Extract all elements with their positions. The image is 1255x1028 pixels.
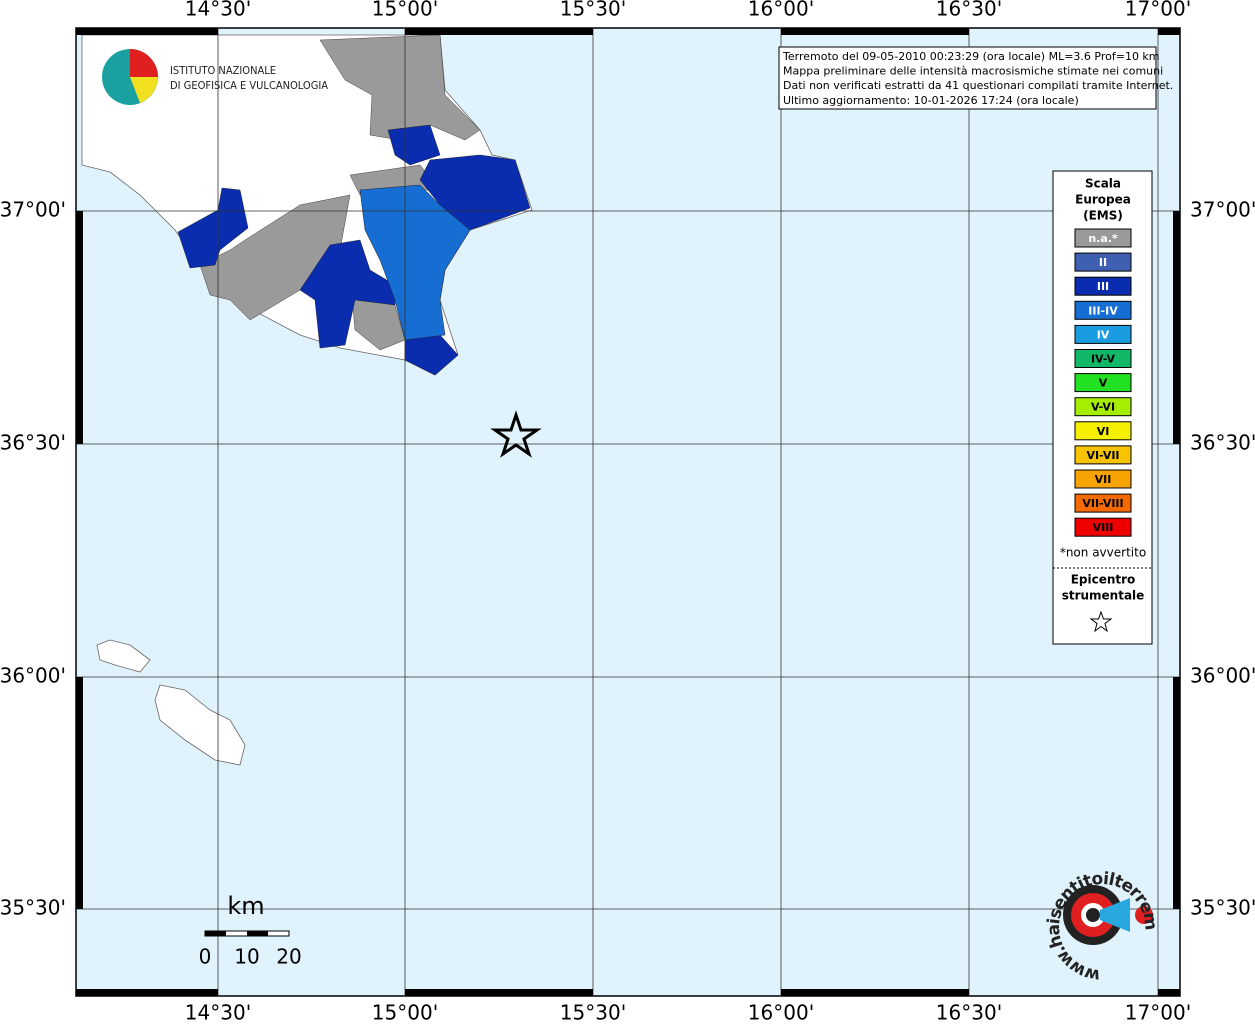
info-line: Dati non verificati estratti da 41 quest… xyxy=(783,79,1173,92)
lon-label: 15°00' xyxy=(372,1001,438,1025)
area-iii xyxy=(177,124,531,376)
legend-label: n.a.* xyxy=(1088,232,1118,245)
legend-label: III-IV xyxy=(1088,304,1118,317)
legend-label: V-VI xyxy=(1091,401,1115,414)
area-iii-iv xyxy=(359,184,471,341)
lon-label: 17°00' xyxy=(1125,0,1191,21)
legend-label: III xyxy=(1097,280,1109,293)
frame-bar xyxy=(76,211,83,444)
info-line: Terremoto del 09-05-2010 00:23:29 (ora l… xyxy=(782,50,1160,63)
frame-bar xyxy=(76,989,218,996)
scale-label: 10 xyxy=(234,945,259,969)
lat-label: 36°30' xyxy=(1190,431,1255,455)
lon-label: 14°30' xyxy=(185,1001,251,1025)
legend-swatch xyxy=(1074,252,1132,272)
legend-label: VIII xyxy=(1093,521,1114,534)
lat-label: 35°30' xyxy=(1190,896,1255,920)
lat-label: 36°00' xyxy=(0,664,66,688)
lon-label: 16°00' xyxy=(748,1001,814,1025)
legend-label: VI xyxy=(1097,425,1110,438)
scale-seg xyxy=(247,931,268,936)
legend-swatch xyxy=(1074,493,1132,513)
scale-label: 20 xyxy=(276,945,301,969)
frame-bar xyxy=(405,989,593,996)
legend-label: IV-V xyxy=(1091,353,1116,366)
legend-swatch xyxy=(1074,517,1132,537)
legend-label: VI-VII xyxy=(1086,449,1119,462)
frame-bar xyxy=(781,28,969,35)
legend-note: *non avvertito xyxy=(1060,546,1146,560)
legend-label: VII-VIII xyxy=(1082,497,1123,510)
info-text: Terremoto del 09-05-2010 00:23:29 (ora l… xyxy=(782,50,1173,107)
legend-swatch xyxy=(1074,228,1132,248)
scale-bar: km 0 10 20 xyxy=(199,892,302,969)
lon-label: 16°00' xyxy=(748,0,814,21)
frame xyxy=(75,27,1181,997)
legend-title: Europea xyxy=(1075,193,1131,207)
lon-label: 14°30' xyxy=(185,0,251,21)
lat-label: 36°00' xyxy=(1190,664,1255,688)
legend-label: IV xyxy=(1097,328,1110,341)
malta xyxy=(96,639,246,766)
lon-label: 15°00' xyxy=(372,0,438,21)
legend-swatch xyxy=(1074,397,1132,417)
info-line: Mappa preliminare delle intensità macros… xyxy=(783,65,1163,78)
info-box xyxy=(778,46,1157,110)
legend-swatch xyxy=(1074,421,1132,441)
frame-bar xyxy=(76,677,83,909)
lon-label: 16°30' xyxy=(936,1001,1002,1025)
legend-swatch xyxy=(1074,445,1132,465)
scale-unit: km xyxy=(227,892,264,920)
frame-bar xyxy=(1173,211,1180,444)
ingv-logo: ISTITUTO NAZIONALE DI GEOFISICA E VULCAN… xyxy=(102,49,328,105)
logo-part xyxy=(130,77,158,103)
grid xyxy=(76,28,1180,996)
lat-label: 35°30' xyxy=(0,896,66,920)
institute-line: DI GEOFISICA E VULCANOLOGIA xyxy=(170,79,328,92)
legend-swatch xyxy=(1074,324,1132,344)
legend-swatch xyxy=(1074,349,1132,368)
logo-ring xyxy=(1086,908,1100,922)
frame-bar xyxy=(405,28,593,35)
legend-epicenter: Epicentro xyxy=(1071,573,1136,587)
lat-label: 37°00' xyxy=(0,198,66,222)
legend-title: Scala xyxy=(1085,177,1121,191)
epicenter-star xyxy=(490,410,542,458)
frame-bar xyxy=(1158,28,1180,35)
legend-swatch xyxy=(1074,373,1132,393)
frame-bar xyxy=(781,989,969,996)
lat-label: 36°30' xyxy=(0,431,66,455)
legend: ScalaEuropea(EMS)n.a.*IIIIIIII-IVIVIV-VV… xyxy=(1053,177,1152,633)
frame-bar xyxy=(1158,989,1180,996)
info-line: Ultimo aggiornamento: 10-01-2026 17:24 (… xyxy=(783,94,1079,107)
frame-bar xyxy=(1173,677,1180,909)
logo-speaker xyxy=(1100,898,1130,932)
legend-swatch xyxy=(1074,469,1132,489)
legend-label: VII xyxy=(1095,473,1112,486)
lon-label: 15°30' xyxy=(560,0,626,21)
legend-swatch xyxy=(1074,276,1132,296)
logo-part xyxy=(130,49,158,77)
legend-label: V xyxy=(1099,377,1108,390)
institute-line: ISTITUTO NAZIONALE xyxy=(170,64,276,77)
logo-dot xyxy=(1135,906,1153,924)
legend-epicenter: strumentale xyxy=(1062,589,1145,603)
legend-label: II xyxy=(1099,256,1107,269)
scale-seg xyxy=(205,931,226,936)
frame-bar xyxy=(76,28,218,35)
legend-star xyxy=(1089,610,1113,633)
lon-label: 15°30' xyxy=(560,1001,626,1025)
legend-title: (EMS) xyxy=(1083,209,1123,223)
lon-label: 16°30' xyxy=(936,0,1002,21)
lat-label: 37°00' xyxy=(1190,198,1255,222)
lon-label: 17°00' xyxy=(1125,1001,1191,1025)
scale-label: 0 xyxy=(199,945,212,969)
legend-swatch xyxy=(1074,300,1132,320)
